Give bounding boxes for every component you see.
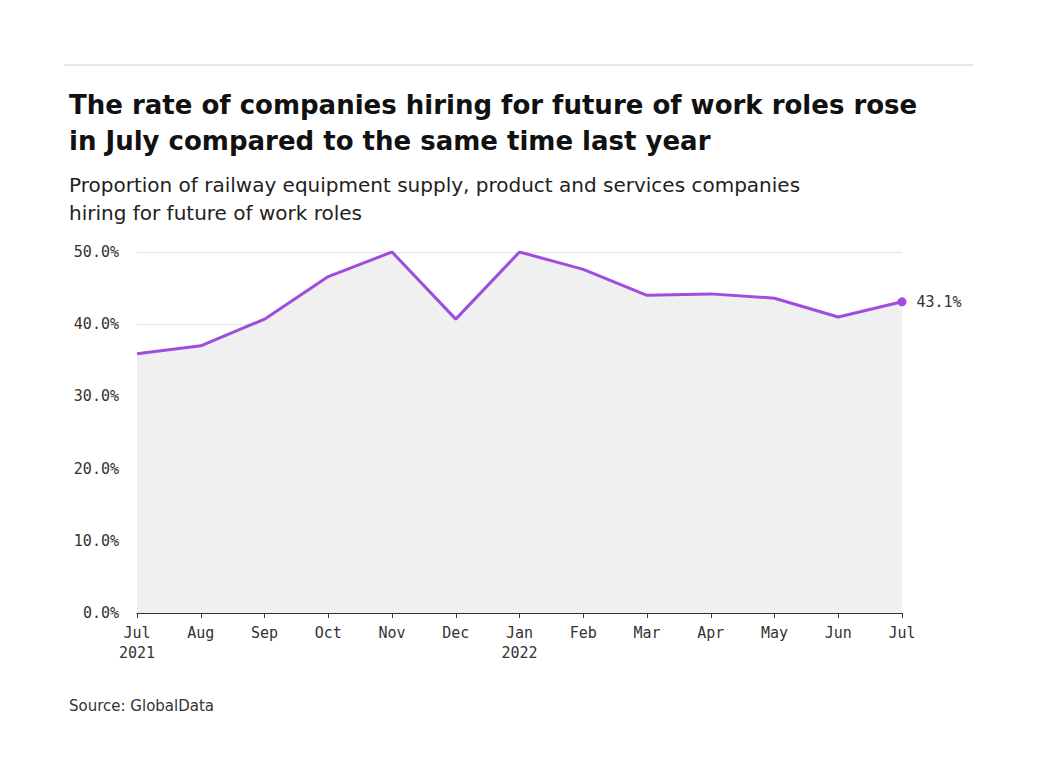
svg-text:Jun: Jun xyxy=(825,624,852,642)
svg-text:Mar: Mar xyxy=(633,624,660,642)
svg-text:Oct: Oct xyxy=(315,624,342,642)
svg-text:40.0%: 40.0% xyxy=(74,315,119,333)
svg-text:0.0%: 0.0% xyxy=(83,604,119,622)
svg-text:Jan: Jan xyxy=(506,624,533,642)
svg-text:Aug: Aug xyxy=(187,624,214,642)
svg-text:Feb: Feb xyxy=(570,624,597,642)
svg-text:Jul: Jul xyxy=(888,624,915,642)
svg-text:2021: 2021 xyxy=(119,644,155,662)
svg-text:Dec: Dec xyxy=(442,624,469,642)
svg-text:Jul: Jul xyxy=(123,624,150,642)
svg-text:May: May xyxy=(761,624,788,642)
svg-text:50.0%: 50.0% xyxy=(74,243,119,261)
svg-text:Sep: Sep xyxy=(251,624,278,642)
svg-text:10.0%: 10.0% xyxy=(74,532,119,550)
svg-text:2022: 2022 xyxy=(501,644,537,662)
svg-text:Apr: Apr xyxy=(697,624,724,642)
svg-text:30.0%: 30.0% xyxy=(74,387,119,405)
svg-text:43.1%: 43.1% xyxy=(917,293,962,311)
svg-text:The rate of companies hiring f: The rate of companies hiring for future … xyxy=(69,90,917,120)
svg-text:Proportion of railway equipmen: Proportion of railway equipment supply, … xyxy=(69,173,800,197)
svg-text:Source: GlobalData: Source: GlobalData xyxy=(69,697,214,715)
svg-text:in July compared to the same t: in July compared to the same time last y… xyxy=(69,126,711,156)
svg-text:hiring for future of work role: hiring for future of work roles xyxy=(69,201,362,225)
svg-text:Nov: Nov xyxy=(378,624,405,642)
svg-text:20.0%: 20.0% xyxy=(74,460,119,478)
